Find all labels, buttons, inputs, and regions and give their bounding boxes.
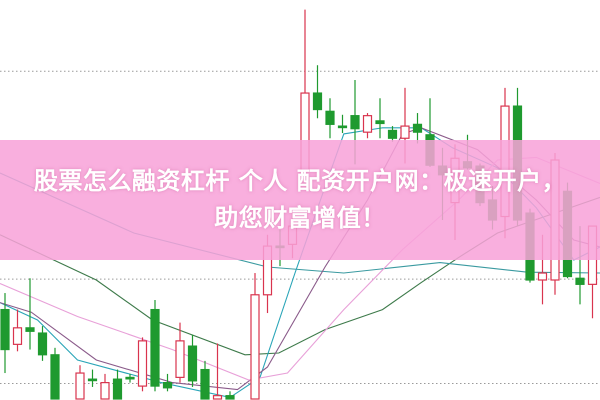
candle-down — [87, 378, 98, 382]
candle-down — [337, 125, 348, 129]
candle-up — [75, 372, 85, 400]
candle-down — [150, 308, 160, 387]
candle-down — [350, 115, 360, 130]
banner-line-2: 助您财富增值！ — [214, 204, 386, 232]
candle-up — [250, 294, 260, 400]
candle-up — [137, 340, 148, 387]
candle-up — [537, 272, 548, 281]
candle-down — [187, 345, 198, 382]
candle-up — [175, 340, 185, 378]
promo-banner: 股票怎么融资杠杆 个人 配资开户网：极速开户， 助您财富增值！ — [0, 140, 600, 260]
candle-down — [37, 332, 48, 356]
candle-down — [162, 382, 173, 389]
candle-down — [25, 327, 35, 332]
candle-down — [125, 376, 135, 380]
candle-up — [12, 327, 23, 345]
candle-up — [362, 115, 373, 133]
candle-up — [400, 125, 410, 139]
candle-up — [212, 395, 223, 400]
candle-down — [0, 308, 10, 351]
candle-up — [100, 382, 110, 400]
candle-down — [200, 368, 210, 400]
candle-down — [50, 354, 60, 400]
candle-down — [312, 92, 323, 111]
banner-line-1: 股票怎么融资杠杆 个人 配资开户网：极速开户， — [33, 167, 567, 195]
candle-down — [375, 120, 385, 125]
candle-down — [575, 277, 585, 285]
candle-down — [412, 123, 423, 133]
candle-down — [112, 378, 123, 400]
candle-down — [225, 395, 235, 400]
candle-down — [387, 129, 398, 139]
candle-down — [325, 110, 335, 125]
